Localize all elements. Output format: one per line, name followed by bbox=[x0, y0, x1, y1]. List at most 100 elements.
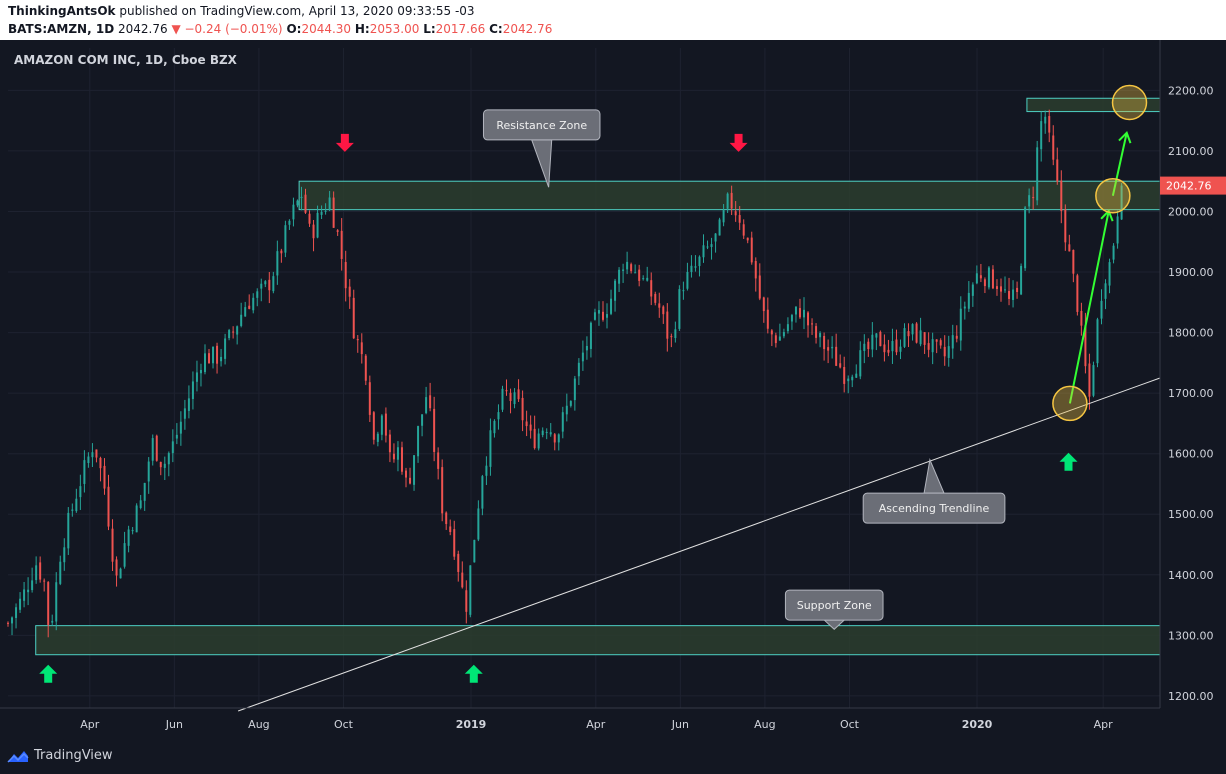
candle-body bbox=[565, 405, 568, 415]
candle-body bbox=[561, 412, 564, 432]
last-price-label: 2042.76 bbox=[1166, 180, 1212, 193]
x-tick-label: Oct bbox=[334, 718, 354, 731]
high-value: 2053.00 bbox=[369, 22, 420, 36]
candle-body bbox=[1040, 121, 1043, 150]
candle-body bbox=[167, 453, 170, 465]
candle-body bbox=[380, 415, 383, 435]
candle-body bbox=[654, 293, 657, 303]
tradingview-brand[interactable]: TradingView bbox=[34, 748, 113, 763]
x-tick-label: Oct bbox=[840, 718, 860, 731]
candle-body bbox=[248, 305, 251, 309]
candle-body bbox=[1100, 300, 1103, 319]
candle-body bbox=[493, 420, 496, 434]
price-chart[interactable]: Resistance Zone Ascending Trendline Suppor… bbox=[0, 40, 1226, 740]
projection-line bbox=[1068, 210, 1110, 404]
candle-body bbox=[638, 269, 641, 281]
candle-body bbox=[457, 553, 460, 572]
y-tick-label: 1400.00 bbox=[1168, 569, 1214, 582]
candle-body bbox=[284, 225, 287, 253]
candle-body bbox=[437, 452, 440, 469]
candle-body bbox=[441, 467, 444, 514]
candle-body bbox=[91, 452, 94, 458]
candle-body bbox=[51, 620, 54, 623]
candle-body bbox=[159, 461, 162, 468]
current-price: 2042.76 bbox=[117, 22, 168, 36]
candle-body bbox=[670, 336, 673, 338]
candle-body bbox=[453, 529, 456, 557]
candle-body bbox=[127, 529, 130, 546]
candle-body bbox=[300, 196, 303, 199]
candle-body bbox=[959, 308, 962, 341]
candle-body bbox=[646, 277, 649, 281]
candle-body bbox=[911, 324, 914, 335]
publish-info: published on TradingView.com, April 13, … bbox=[119, 4, 475, 18]
candle-body bbox=[425, 397, 428, 414]
candle-body bbox=[497, 412, 500, 420]
axes: 1200.00 1300.00 1400.00 1500.00 1600.00 1700.… bbox=[0, 40, 1226, 731]
candle-body bbox=[1044, 116, 1047, 124]
candle-body bbox=[316, 212, 319, 238]
callout-label: Resistance Zone bbox=[496, 119, 587, 132]
candle-body bbox=[509, 392, 512, 402]
candle-body bbox=[979, 275, 982, 279]
candle-body bbox=[871, 334, 874, 350]
candle-body bbox=[429, 395, 432, 409]
candle-body bbox=[1020, 265, 1023, 295]
candle-body bbox=[195, 372, 198, 382]
candle-body bbox=[726, 193, 729, 209]
candle-body bbox=[163, 463, 166, 468]
candle-body bbox=[915, 323, 918, 343]
candle-body bbox=[1060, 180, 1063, 211]
x-tick-label: Aug bbox=[248, 718, 269, 731]
candle-body bbox=[927, 343, 930, 350]
candle-body bbox=[445, 512, 448, 524]
candle-body bbox=[642, 278, 645, 280]
highlight-circle bbox=[1052, 385, 1088, 422]
highlight-circle bbox=[1095, 177, 1131, 214]
candle-body bbox=[537, 433, 540, 449]
candle-body bbox=[392, 453, 395, 460]
candle-body bbox=[1008, 291, 1011, 299]
candle-body bbox=[589, 322, 592, 349]
candle-body bbox=[55, 582, 58, 622]
candle-body bbox=[987, 267, 990, 288]
candle-body bbox=[1104, 283, 1107, 299]
candle-body bbox=[356, 339, 359, 341]
price-change: ▼ −0.24 (−0.01%) bbox=[171, 22, 283, 36]
candle-body bbox=[107, 486, 110, 527]
candle-body bbox=[746, 237, 749, 241]
candle-body bbox=[750, 237, 753, 263]
high-label: H: bbox=[354, 22, 370, 36]
candle-body bbox=[352, 297, 355, 339]
candle-body bbox=[413, 455, 416, 485]
candle-body bbox=[1016, 287, 1019, 293]
candle-body bbox=[903, 328, 906, 347]
y-tick-label: 2200.00 bbox=[1168, 84, 1214, 97]
candle-body bbox=[549, 432, 552, 435]
candle-body bbox=[999, 286, 1002, 292]
candle-body bbox=[433, 408, 436, 452]
candle-body bbox=[187, 398, 190, 411]
candle-body bbox=[931, 339, 934, 353]
candle-body bbox=[155, 435, 158, 461]
callout: Ascending Trendline bbox=[862, 457, 1006, 524]
publish-header: ThinkingAntsOk published on TradingView.… bbox=[0, 0, 1226, 40]
candle-body bbox=[819, 333, 822, 338]
callout-pointer bbox=[923, 457, 945, 494]
candle-body bbox=[216, 345, 219, 364]
candle-body bbox=[597, 310, 600, 314]
candle-body bbox=[272, 276, 275, 292]
candle-body bbox=[344, 261, 347, 289]
candle-body bbox=[151, 438, 154, 461]
candle-body bbox=[907, 331, 910, 337]
author-name[interactable]: ThinkingAntsOk bbox=[8, 4, 116, 18]
candle-body bbox=[224, 338, 227, 359]
candle-body bbox=[183, 408, 186, 419]
symbol-label: BATS:AMZN, 1D bbox=[8, 22, 115, 36]
candle-body bbox=[320, 211, 323, 215]
candle-body bbox=[368, 382, 371, 415]
candle-body bbox=[867, 341, 870, 350]
arrow-down-icon bbox=[335, 133, 354, 152]
candle-body bbox=[939, 340, 942, 346]
candle-body bbox=[521, 397, 524, 421]
